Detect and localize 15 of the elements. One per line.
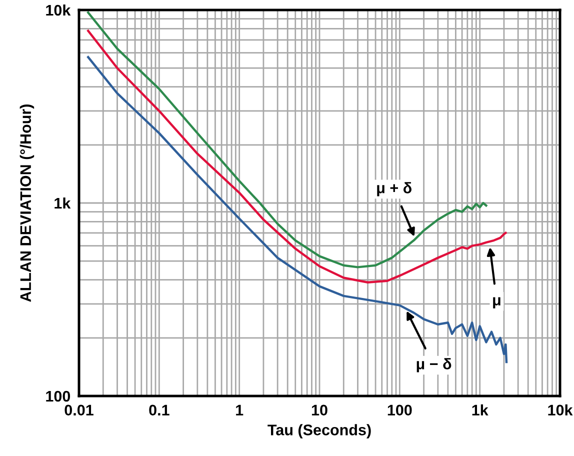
annotation: μ + δ <box>377 182 412 196</box>
x-tick-label: 10 <box>312 404 328 416</box>
annotation: μ − δ <box>416 358 452 372</box>
y-axis-title: ALLAN DEVIATION (°/Hour) <box>20 104 34 302</box>
x-axis-title: Tau (Seconds) <box>268 424 371 438</box>
x-tick-label: 100 <box>388 404 412 416</box>
x-tick-label: 0.1 <box>149 404 170 416</box>
x-tick-label: 1k <box>472 404 488 416</box>
x-tick-label: 0.01 <box>64 404 94 416</box>
y-tick-label: 10k <box>46 4 71 16</box>
x-tick-label: 1 <box>236 404 244 416</box>
annotation: μ <box>493 297 500 308</box>
x-tick-label: 10k <box>548 404 573 416</box>
y-tick-label: 1k <box>54 197 71 209</box>
y-tick-label: 100 <box>46 390 70 402</box>
